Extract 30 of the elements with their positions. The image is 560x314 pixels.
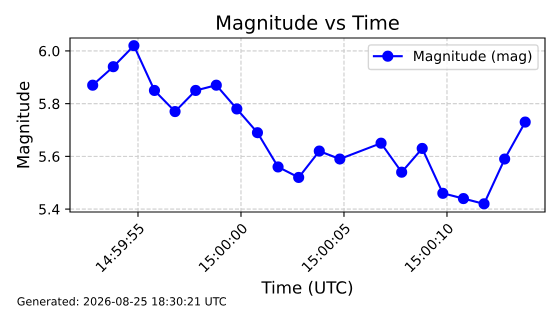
point bbox=[478, 198, 490, 210]
point bbox=[499, 153, 510, 165]
point bbox=[458, 193, 469, 204]
point bbox=[272, 161, 284, 172]
y-tick-label: 5.4 bbox=[39, 204, 60, 215]
point bbox=[190, 84, 202, 96]
x-axis-title: Time (UTC) bbox=[261, 280, 352, 296]
point bbox=[170, 106, 181, 118]
point bbox=[416, 142, 428, 154]
y-tick-label: 5.8 bbox=[39, 98, 60, 110]
point bbox=[437, 188, 448, 199]
point bbox=[314, 146, 325, 157]
chart-title: Magnitude vs Time bbox=[217, 14, 399, 34]
point bbox=[334, 153, 346, 165]
point bbox=[108, 61, 119, 72]
point bbox=[87, 80, 98, 91]
point bbox=[128, 40, 140, 52]
text: Generated: 2026-08-25 18:30:21 UTC bbox=[17, 296, 226, 306]
y-axis-title: Magnitude bbox=[16, 82, 33, 168]
point bbox=[210, 80, 222, 91]
legend-label: Magnitude (mag) bbox=[414, 50, 532, 64]
point bbox=[148, 84, 160, 96]
point bbox=[293, 172, 304, 184]
point bbox=[396, 166, 408, 178]
point bbox=[520, 116, 531, 128]
y-tick-label: 5.6 bbox=[39, 151, 60, 162]
point bbox=[376, 138, 387, 149]
y-tick-label: 6.0 bbox=[39, 46, 60, 56]
point bbox=[252, 127, 264, 138]
point bbox=[231, 103, 242, 114]
